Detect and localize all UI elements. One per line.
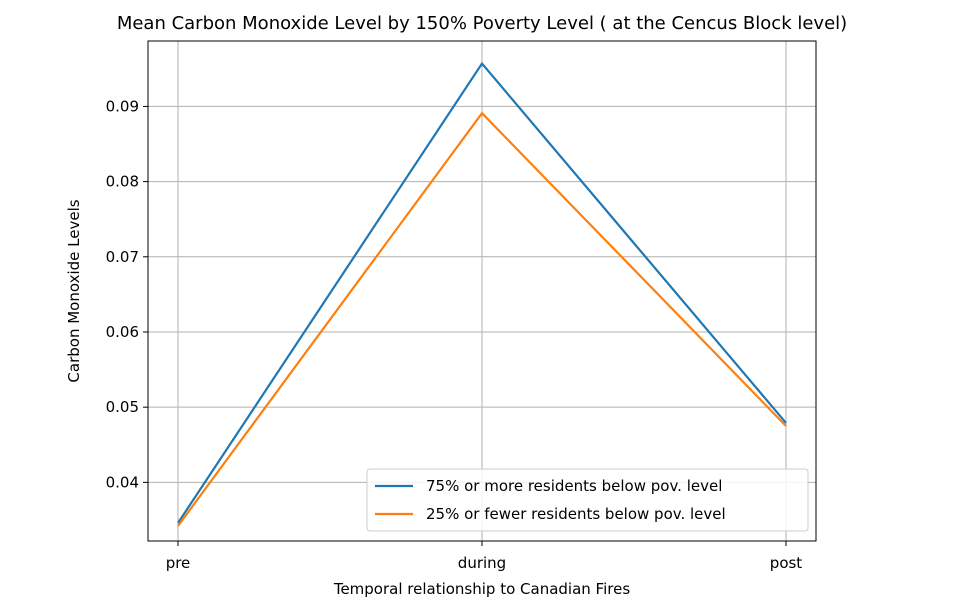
y-tick-label: 0.06 (106, 323, 139, 341)
legend: 75% or more residents below pov. level 25… (366, 468, 809, 532)
series-lines (177, 61, 787, 527)
series-line-1 (177, 61, 787, 524)
x-tick-label: post (770, 554, 803, 572)
x-axis-ticks: pre during post (166, 541, 803, 572)
legend-label: 75% or more residents below pov. level (426, 477, 722, 495)
series-line-2 (177, 111, 787, 527)
y-tick-label: 0.08 (106, 173, 139, 191)
legend-box (366, 468, 809, 532)
grid-lines (148, 41, 816, 541)
chart-title: Mean Carbon Monoxide Level by 150% Pover… (117, 13, 847, 34)
x-tick-label: during (458, 554, 506, 572)
y-axis-label: Carbon Monoxide Levels (65, 199, 83, 382)
y-tick-label: 0.07 (106, 248, 139, 266)
y-tick-label: 0.05 (106, 398, 139, 416)
y-tick-label: 0.04 (106, 473, 139, 491)
y-axis-ticks: 0.04 0.05 0.06 0.07 0.08 0.09 (106, 97, 148, 491)
x-axis-label: Temporal relationship to Canadian Fires (333, 580, 631, 598)
legend-label: 25% or fewer residents below pov. level (426, 505, 726, 523)
x-tick-label: pre (166, 554, 191, 572)
y-tick-label: 0.09 (106, 97, 139, 115)
